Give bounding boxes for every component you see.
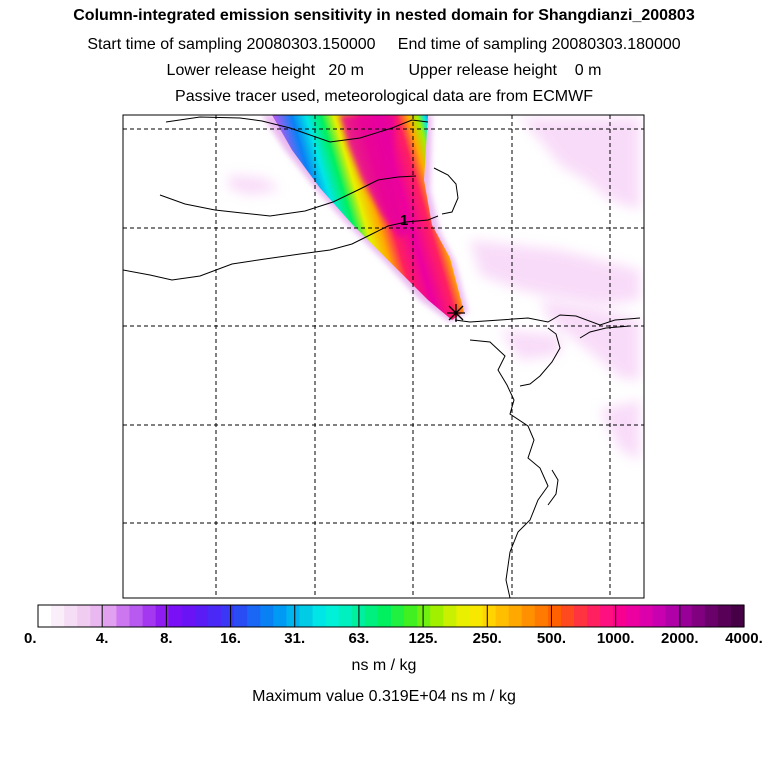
colorbar-tick-label: 125.: [408, 630, 438, 647]
sampling-time-line: Start time of sampling 20080303.150000 E…: [87, 36, 681, 53]
colorbar-tick-label: 2000.: [661, 630, 699, 647]
colorbar-tick-label: 1000.: [596, 630, 635, 647]
colorbar-tick-label: 63.: [348, 630, 370, 647]
emission-sensitivity-map: 1: [122, 114, 645, 599]
trajectory-marker-label: 1: [400, 212, 408, 229]
lat-lon-grid: [123, 115, 644, 598]
units-label: ns m / kg: [351, 657, 417, 674]
release-height-line: Lower release height 20 m Upper release …: [166, 62, 602, 79]
colorbar-tick-label: 8.: [160, 630, 173, 647]
colorbar-tick-label: 250.: [472, 630, 502, 647]
maximum-value-label: Maximum value 0.319E+04 ns m / kg: [252, 688, 516, 705]
colorbar-tick-label: 0.: [24, 630, 37, 647]
plume-hotspot: [340, 115, 410, 238]
receptor-asterisk-icon: [447, 304, 465, 322]
boundary-lines: [123, 116, 641, 598]
colorbar-tick-label: 4.: [95, 630, 109, 647]
colorbar-tick-label: 4000.: [725, 630, 763, 647]
emission-plume: [272, 115, 464, 320]
colorbar-tick-label: 500.: [536, 630, 567, 647]
tracer-info-line: Passive tracer used, meteorological data…: [175, 88, 593, 105]
map-frame: [122, 114, 645, 599]
colorbar-tick-label: 16.: [220, 630, 241, 647]
colorbar-tick-label: 31.: [284, 630, 306, 647]
plot-title: Column-integrated emission sensitivity i…: [73, 7, 695, 24]
